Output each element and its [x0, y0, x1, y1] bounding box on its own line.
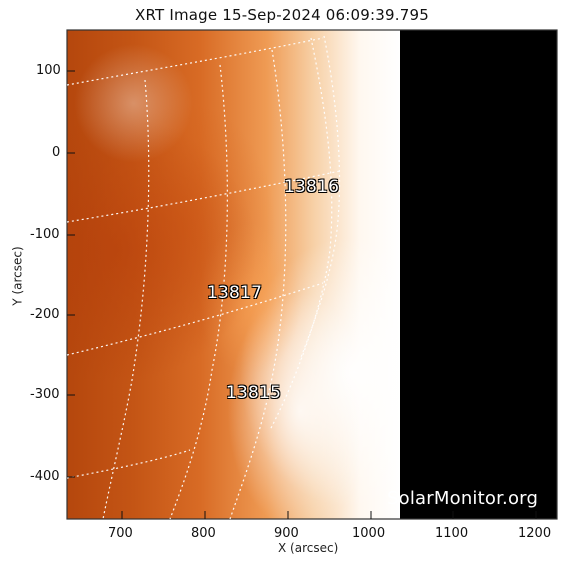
x-axis-label: X (arcsec): [278, 541, 339, 555]
active-region-label: 13815: [226, 383, 282, 403]
x-tick-label-800: 800: [191, 526, 216, 541]
y-tick-label-100: 100: [36, 63, 61, 78]
y-tick-label-minus200: -200: [30, 307, 60, 322]
y-tick-label-minus400: -400: [30, 469, 60, 484]
y-tick-label-0: 0: [52, 145, 61, 160]
image-title: XRT Image 15-Sep-2024 06:09:39.795: [135, 6, 429, 24]
watermark: SolarMonitor.org: [387, 488, 539, 509]
x-tick-label-700: 700: [108, 526, 133, 541]
solar-plot: [67, 30, 557, 519]
x-tick-label-1100: 1100: [435, 526, 469, 541]
active-region-label: 13817: [207, 283, 263, 303]
x-tick-label-900: 900: [274, 526, 299, 541]
x-tick-label-1000: 1000: [352, 526, 386, 541]
y-tick-label-minus100: -100: [30, 227, 60, 242]
active-region-label: 13816: [284, 177, 340, 197]
y-tick-label-minus300: -300: [30, 387, 60, 402]
x-tick-label-1200: 1200: [518, 526, 552, 541]
solar-image-area: [67, 30, 400, 519]
y-axis-label: Y (arcsec): [10, 246, 25, 306]
